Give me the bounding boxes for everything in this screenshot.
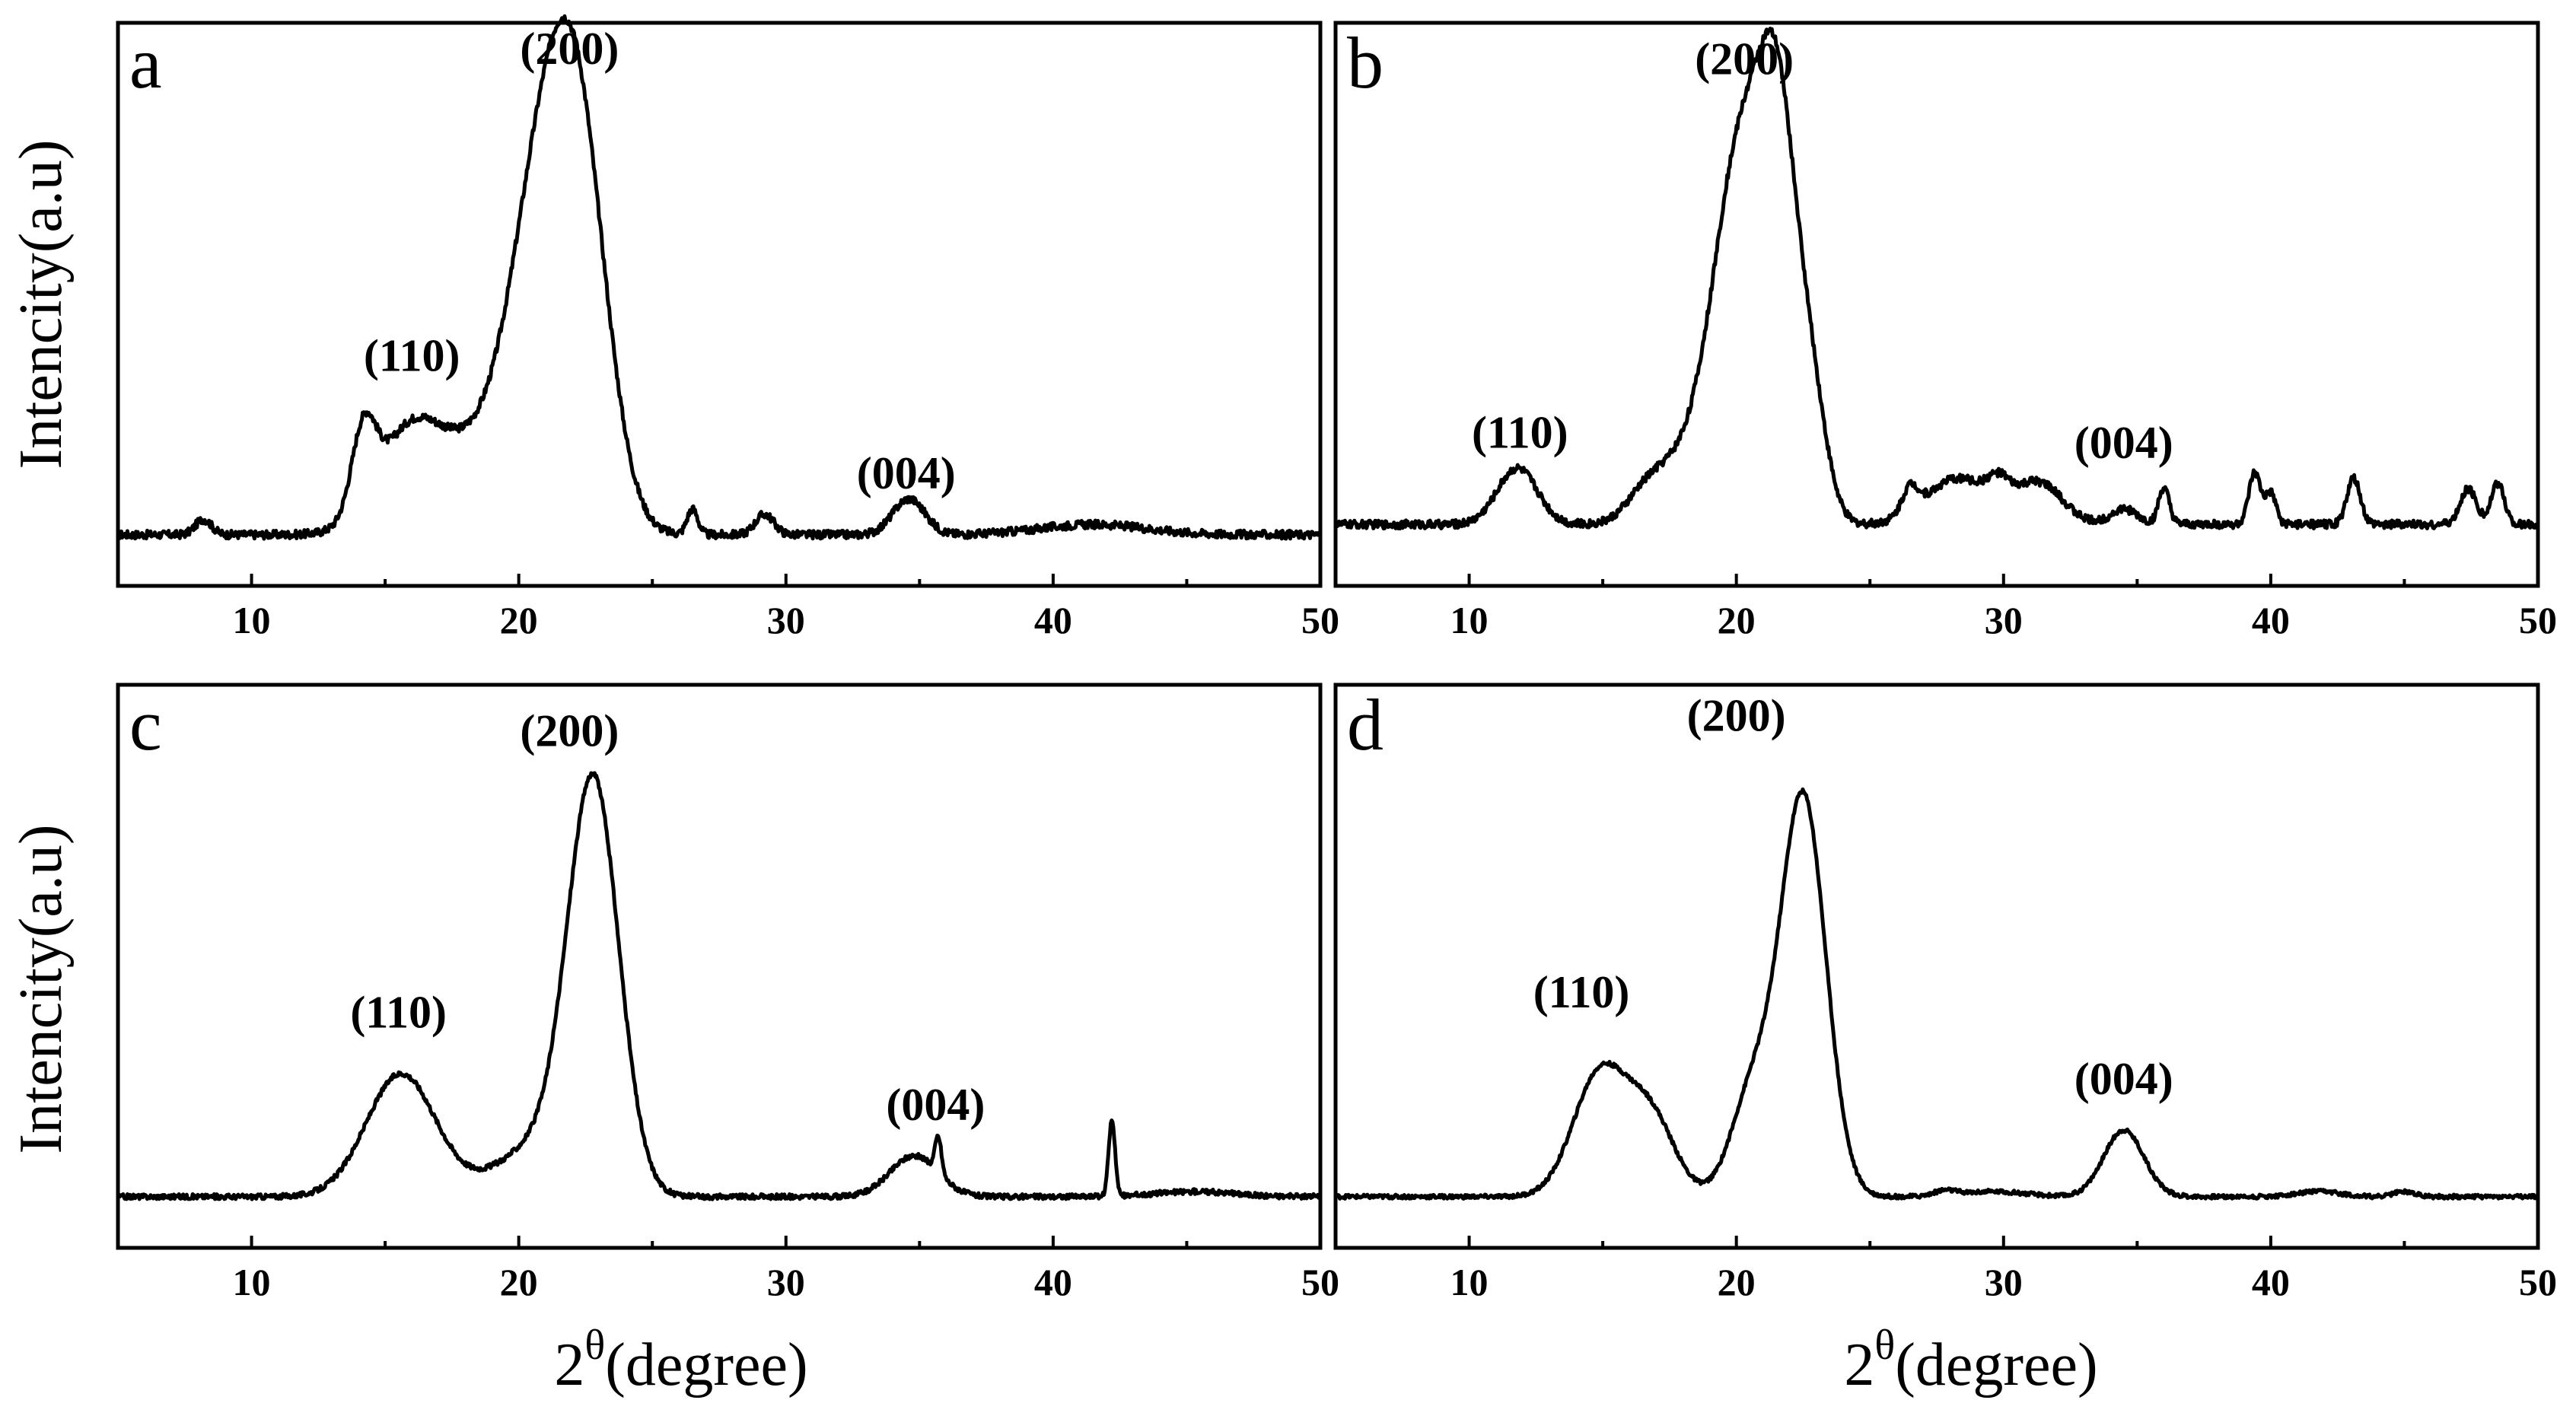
x-tick-label: 10 [1450, 599, 1489, 641]
peak-label: (200) [1695, 33, 1794, 84]
x-tick-label: 20 [1718, 1261, 1756, 1303]
peak-label: (004) [886, 1080, 985, 1130]
peak-label: (200) [520, 706, 619, 756]
panel-letter: a [129, 22, 162, 103]
x-axis-title-prefix: 2 [554, 1332, 584, 1398]
x-tick-label: 40 [1034, 599, 1072, 641]
x-tick-label: 30 [767, 1261, 805, 1303]
x-tick-label: 50 [2519, 1261, 2557, 1303]
peak-label: (004) [857, 448, 956, 498]
x-axis-title-prefix: 2 [1844, 1332, 1874, 1398]
xrd-trace-b [1333, 27, 2540, 531]
peak-label: (110) [350, 988, 447, 1038]
x-tick-label: 50 [1301, 1261, 1339, 1303]
x-tick-label: 10 [1450, 1261, 1489, 1303]
x-axis-title-left: 2θ(degree) [554, 1322, 807, 1398]
x-tick-label: 10 [233, 599, 271, 641]
x-tick-label: 30 [1985, 599, 2023, 641]
y-axis-title-top: Intencity(a.u) [8, 139, 75, 469]
panels: 10 20 30 40 50 (110) (200) (004) a 10 20 30 40 50 (110… [116, 14, 2557, 1303]
x-tick-label: 20 [1718, 599, 1756, 641]
x-axis-title-suffix: (degree) [605, 1332, 807, 1398]
x-axis-title-right: 2θ(degree) [1844, 1322, 2097, 1398]
peak-label: (110) [364, 330, 460, 380]
peak-label: (110) [1472, 407, 1568, 457]
panel-b: 10 20 30 40 50 (110) (200) (004) b [1333, 21, 2557, 641]
panel-frame [116, 21, 1323, 588]
panel-frame [116, 683, 1323, 1250]
panel-letter: d [1347, 684, 1384, 765]
x-tick-label: 50 [2519, 599, 2557, 641]
peak-label: (200) [1687, 691, 1786, 741]
x-tick-label: 40 [2252, 599, 2290, 641]
panel-d: 10 20 30 40 50 (110) (200) (004) d [1333, 683, 2557, 1303]
panel-letter: c [129, 684, 162, 765]
x-axis-title-suffix: (degree) [1895, 1332, 2097, 1398]
x-axis-title-theta: θ [1874, 1322, 1895, 1369]
panel-a: 10 20 30 40 50 (110) (200) (004) a [116, 14, 1339, 641]
y-axis-title-bottom: Intencity(a.u) [8, 824, 75, 1153]
x-tick-label: 20 [500, 599, 538, 641]
panel-letter: b [1347, 22, 1384, 103]
x-tick-label: 30 [1985, 1261, 2023, 1303]
x-axis-title-theta: θ [584, 1322, 605, 1369]
peak-label: (200) [520, 24, 619, 74]
x-tick-label: 10 [233, 1261, 271, 1303]
peak-label: (004) [2074, 418, 2173, 468]
xrd-trace-a [116, 14, 1323, 541]
x-tick-label: 20 [500, 1261, 538, 1303]
xrd-trace-d [1333, 787, 2540, 1201]
peak-label: (004) [2074, 1054, 2173, 1104]
xrd-trace-c [116, 771, 1323, 1201]
peak-label: (110) [1533, 967, 1630, 1017]
x-tick-label: 30 [767, 599, 805, 641]
x-tick-label: 40 [2252, 1261, 2290, 1303]
panel-frame [1333, 21, 2540, 588]
x-tick-label: 40 [1034, 1261, 1072, 1303]
panel-c: 10 20 30 40 50 (110) (200) (004) c [116, 683, 1339, 1303]
x-tick-label: 50 [1301, 599, 1339, 641]
panel-frame [1333, 683, 2540, 1250]
